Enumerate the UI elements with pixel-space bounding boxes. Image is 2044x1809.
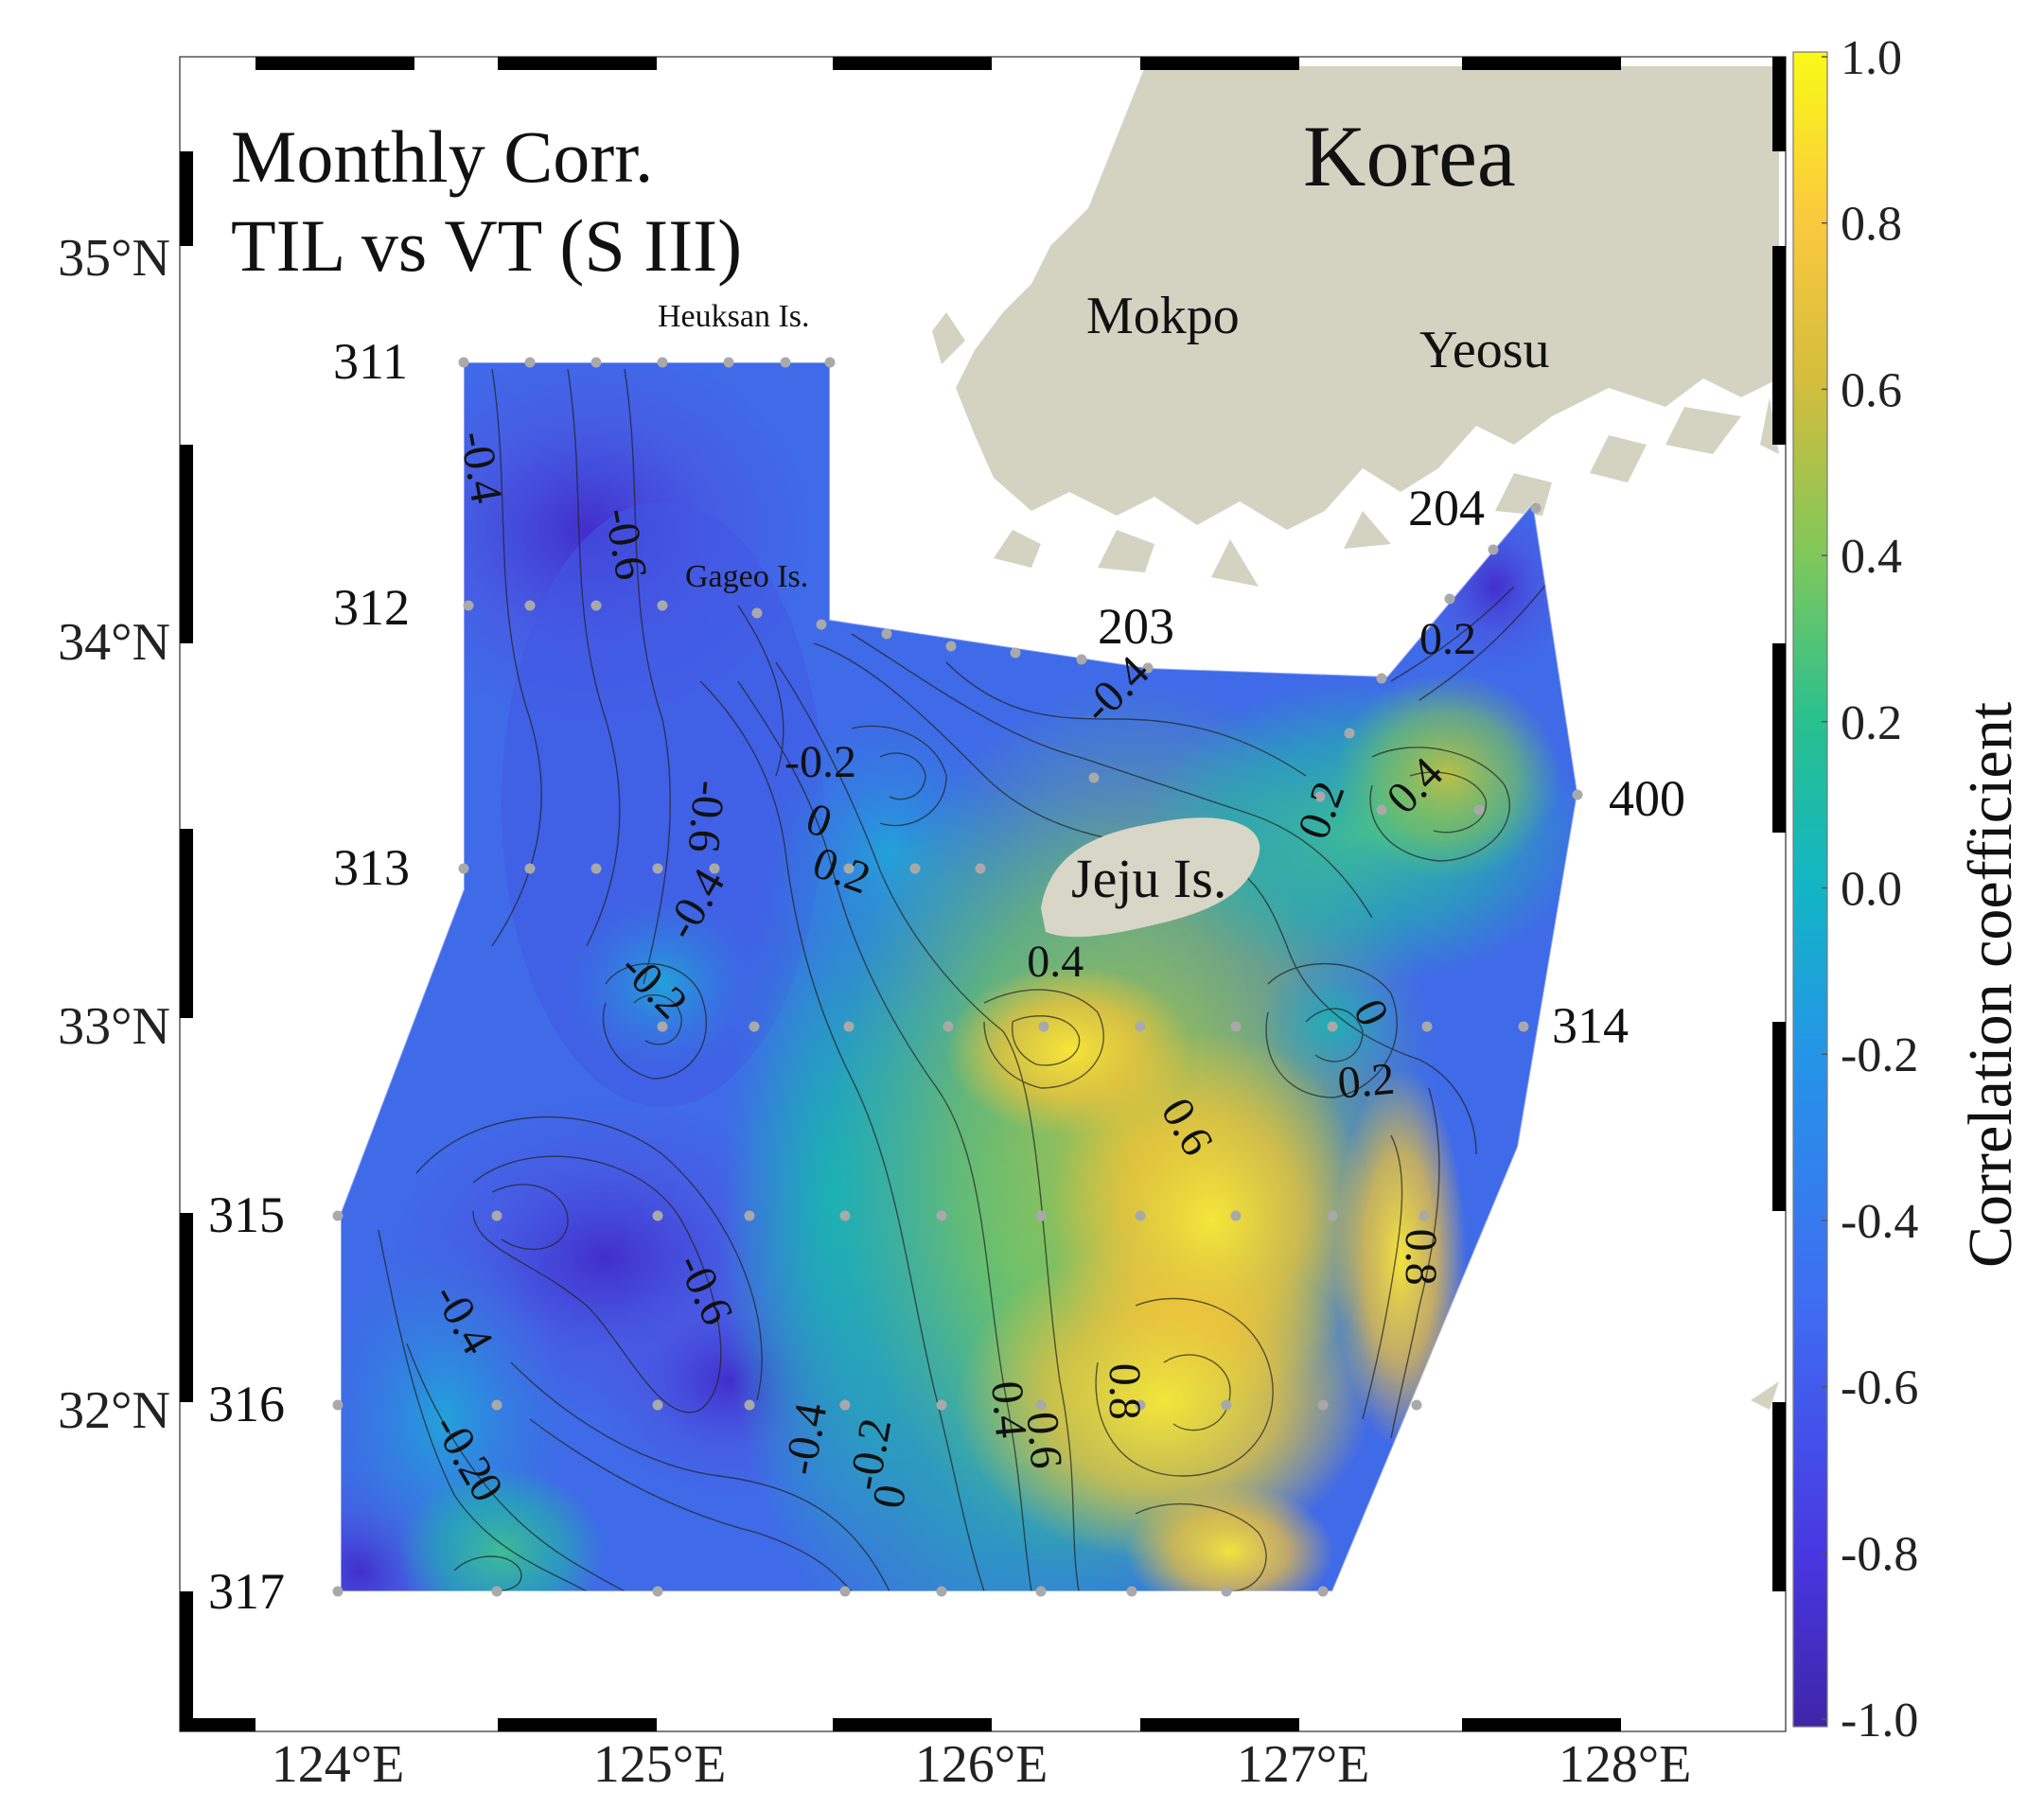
x-tick-label: 128°E <box>1559 1735 1692 1794</box>
colorbar-tick-label: 0.2 <box>1841 696 1902 750</box>
colorbar-label: Correlation coefficient <box>1956 702 2025 1268</box>
line-label-315: 315 <box>208 1186 285 1243</box>
contour-label: 0.2 <box>1419 614 1476 664</box>
jeju-island <box>1041 817 1260 938</box>
contour-label: 0.4 <box>981 1379 1036 1439</box>
place-gageo: Gageo Is. <box>685 559 808 594</box>
correlation-field <box>341 362 1577 1591</box>
colorbar-tick-label: 0.6 <box>1841 363 1902 417</box>
y-tick-label: 35°N <box>58 229 170 288</box>
contour-label: -0.6 <box>595 504 657 584</box>
place-yeosu: Yeosu <box>1419 321 1549 379</box>
contour-label: 0.8 <box>1396 1229 1446 1286</box>
line-label-316: 316 <box>208 1376 285 1432</box>
x-tick-label: 124°E <box>272 1735 405 1794</box>
title-line-1: Monthly Corr. <box>231 115 653 198</box>
y-tick-label: 32°N <box>58 1381 170 1440</box>
colorbar-tick-label: -0.8 <box>1841 1527 1918 1581</box>
colorbar-tick-label: -1.0 <box>1841 1694 1918 1748</box>
line-label-317: 317 <box>208 1563 285 1620</box>
colorbar-scale <box>1792 51 1828 1728</box>
land-korea <box>932 66 1779 1410</box>
contour-label: -0.6 <box>678 779 734 854</box>
y-tick-label: 34°N <box>58 613 170 672</box>
colorbar-tick-label: 0.8 <box>1841 198 1902 252</box>
place-jeju: Jeju Is. <box>1071 848 1226 909</box>
x-axis-ticks: 124°E 125°E 126°E 127°E 128°E <box>272 1735 1692 1794</box>
colorbar-tick-label: 0.4 <box>1841 530 1902 584</box>
line-label-311: 311 <box>333 333 408 390</box>
place-heuksan: Heuksan Is. <box>658 299 810 334</box>
contour-label: 0.2 <box>1335 1054 1396 1109</box>
colorbar-tick-label: 0.0 <box>1841 863 1902 917</box>
colorbar-tick-label: -0.4 <box>1841 1195 1918 1249</box>
x-tick-label: 126°E <box>915 1735 1048 1794</box>
colorbar-tick-label: -0.2 <box>1841 1028 1918 1082</box>
line-label-313: 313 <box>333 839 410 896</box>
contour-label: -0.4 <box>450 428 512 507</box>
x-tick-label: 125°E <box>593 1735 727 1794</box>
contour-label: 0.8 <box>1100 1363 1150 1420</box>
contour-label: 0.4 <box>1027 937 1084 987</box>
map-border <box>179 56 1787 1732</box>
place-mokpo: Mokpo <box>1086 287 1240 345</box>
line-label-204: 204 <box>1408 480 1485 536</box>
line-label-400: 400 <box>1609 770 1685 827</box>
y-axis-ticks: 35°N 34°N 33°N 32°N <box>58 229 170 1440</box>
contour-label: 0.6 <box>1016 1410 1071 1470</box>
contour-label: -0.2 <box>784 737 856 787</box>
line-label-312: 312 <box>333 579 410 636</box>
colorbar: 1.0 0.8 0.6 0.4 0.2 0.0 -0.2 -0.4 -0.6 -0.8 -1.0 C… <box>1792 31 2025 1748</box>
x-tick-label: 127°E <box>1237 1735 1370 1794</box>
station-dots <box>332 357 1583 1597</box>
contour-label: -0.2 <box>839 1414 901 1494</box>
y-tick-label: 33°N <box>58 997 170 1056</box>
colorbar-tick-label: -0.6 <box>1841 1361 1918 1415</box>
line-label-203: 203 <box>1098 598 1174 655</box>
line-label-314: 314 <box>1552 997 1629 1054</box>
colorbar-tick-label: 1.0 <box>1841 31 1902 85</box>
colorbar-ticks: 1.0 0.8 0.6 0.4 0.2 0.0 -0.2 -0.4 -0.6 -0.8 -1.0 <box>1822 31 1918 1748</box>
title-line-2: TIL vs VT (S III) <box>231 204 742 287</box>
contour-label: -0.4 <box>775 1399 837 1479</box>
place-korea: Korea <box>1303 108 1516 204</box>
